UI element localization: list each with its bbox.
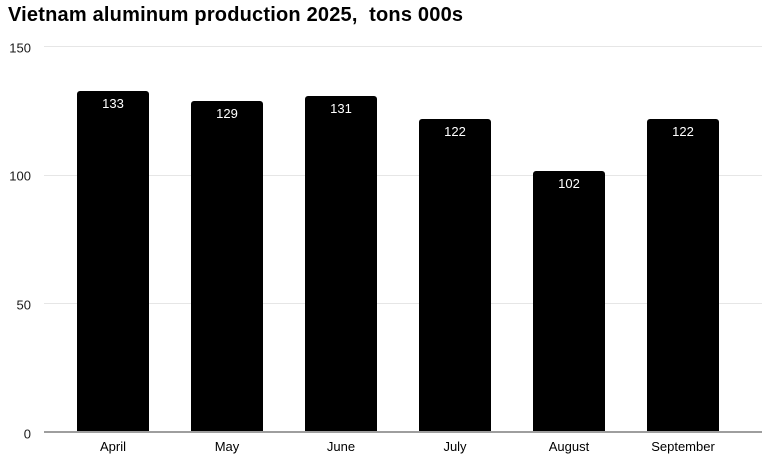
- bar-value-label: 122: [444, 124, 466, 140]
- bar-august: 102: [533, 170, 605, 433]
- gridline-50: [44, 303, 762, 305]
- bar-september: 122: [647, 119, 719, 433]
- x-axis-tick-label-may: May: [214, 439, 240, 454]
- gridline-0: [44, 431, 762, 433]
- x-axis-tick-label-august: August: [548, 439, 590, 454]
- y-axis-tick-label: 150: [9, 40, 31, 55]
- x-axis-tick-label-april: April: [99, 439, 127, 454]
- bar-may: 129: [191, 101, 263, 433]
- bar-value-label: 133: [102, 95, 124, 111]
- bar-value-label: 129: [216, 106, 238, 122]
- bar-value-label: 131: [330, 100, 352, 116]
- x-axis-tick-label-september: September: [651, 439, 715, 454]
- bar-april: 133: [77, 90, 149, 433]
- gridline-100: [44, 174, 762, 176]
- chart-title: Vietnam aluminum production 2025, tons 0…: [8, 4, 464, 26]
- y-axis-tick-label: 100: [9, 168, 31, 184]
- bar-value-label: 122: [672, 124, 694, 140]
- gridline-150: [44, 46, 762, 47]
- bar-value-label: 102: [558, 175, 580, 191]
- x-axis-tick-label-june: June: [326, 439, 356, 454]
- bar-july: 122: [419, 119, 491, 433]
- bar-june: 131: [305, 95, 377, 433]
- y-axis-tick-label: 0: [23, 426, 31, 441]
- x-axis-tick-label-july: July: [443, 439, 467, 454]
- plot-area: 0 50 100 150 133 April 129 May 131 June 122 July 10…: [9, 40, 762, 454]
- y-axis-tick-label: 50: [16, 297, 31, 313]
